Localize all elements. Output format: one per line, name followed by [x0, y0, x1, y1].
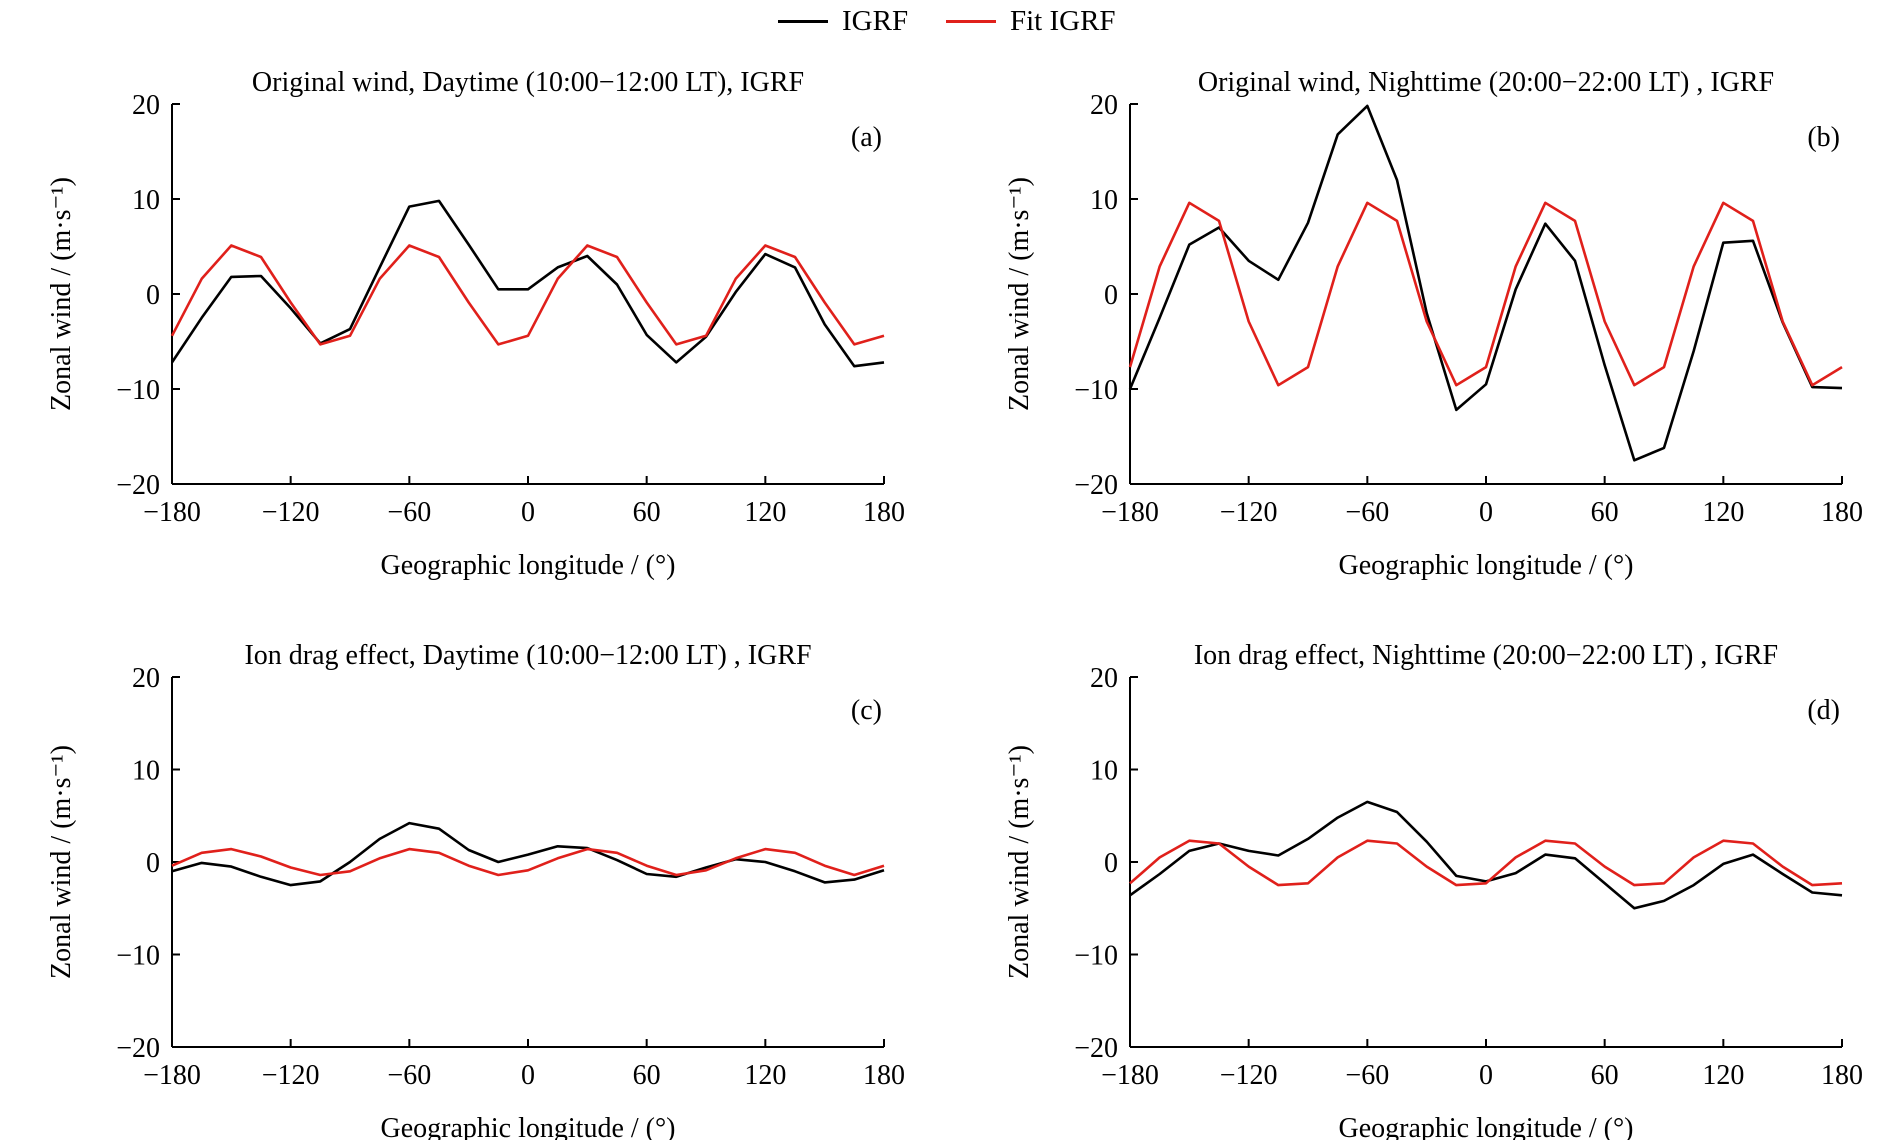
- y-axis-title: Zonal wind / (m·s⁻¹): [46, 745, 77, 979]
- x-tick-label: −60: [387, 1060, 431, 1091]
- series-line-igrf: [171, 821, 885, 887]
- x-tick-label: −60: [387, 497, 431, 528]
- chart-title: Ion drag effect, Nighttime (20:00−22:00 …: [1194, 640, 1778, 671]
- x-tick-label: 60: [633, 497, 661, 528]
- legend-item-fit-igrf: Fit IGRF: [946, 4, 1116, 38]
- legend: IGRF Fit IGRF: [0, 0, 1890, 44]
- x-tick-label: −180: [143, 1060, 201, 1091]
- series-line-igrf: [1129, 800, 1843, 910]
- x-tick-label: −180: [143, 497, 201, 528]
- chart-panel-c: −180 −120 −60 0 60 120 180 20 10 0 −10 −20 Ion drag …: [46, 640, 905, 1140]
- x-tick-label: 60: [1591, 1060, 1619, 1091]
- x-tick-label: −60: [1345, 1060, 1389, 1091]
- series-line-fit-igrf: [1129, 839, 1843, 887]
- y-tick-label: 10: [1090, 756, 1118, 787]
- y-tick-label: 10: [132, 185, 160, 216]
- legend-label-fit-igrf: Fit IGRF: [1010, 4, 1116, 37]
- x-tick-label: 60: [633, 1060, 661, 1091]
- y-tick-label: −20: [1074, 470, 1118, 501]
- x-axis-title: Geographic longitude / (°): [381, 550, 676, 581]
- y-tick-label: −10: [116, 941, 160, 972]
- y-tick-label: 0: [1104, 280, 1118, 311]
- x-tick-label: −120: [1220, 1060, 1278, 1091]
- y-axis-title: Zonal wind / (m·s⁻¹): [46, 177, 77, 411]
- series-line-igrf: [170, 199, 885, 368]
- x-tick-label: 0: [521, 1060, 535, 1091]
- x-tick-label: 120: [744, 497, 786, 528]
- y-axis-title: Zonal wind / (m·s⁻¹): [1004, 177, 1035, 411]
- legend-item-igrf: IGRF: [778, 4, 908, 38]
- x-tick-label: 0: [1479, 1060, 1493, 1091]
- y-tick-label: 0: [1104, 848, 1118, 879]
- y-tick-label: −10: [1074, 375, 1118, 406]
- x-tick-label: −120: [1220, 497, 1278, 528]
- chart-title: Ion drag effect, Daytime (10:00−12:00 LT…: [244, 640, 811, 671]
- y-tick-label: −20: [1074, 1033, 1118, 1064]
- y-tick-label: −20: [116, 1033, 160, 1064]
- x-tick-label: 0: [1479, 497, 1493, 528]
- series-line-fit-igrf: [170, 244, 885, 346]
- legend-swatch-igrf: [778, 19, 828, 23]
- series-line-fit-igrf: [171, 847, 885, 877]
- x-tick-label: 180: [1821, 497, 1863, 528]
- y-tick-label: 20: [1090, 663, 1118, 694]
- x-tick-label: 120: [1702, 1060, 1744, 1091]
- series-line-fit-igrf: [1128, 201, 1843, 387]
- chart-panel-d: −180 −120 −60 0 60 120 180 20 10 0 −10 −20 Ion drag …: [1004, 640, 1863, 1140]
- x-tick-label: 180: [863, 1060, 905, 1091]
- chart-panel-b: −180 −120 −60 0 60 120 180 20 10 0 −10 −20 Original …: [1004, 67, 1863, 581]
- y-tick-label: 0: [146, 848, 160, 879]
- x-tick-label: −120: [262, 1060, 320, 1091]
- y-axis-title: Zonal wind / (m·s⁻¹): [1004, 745, 1035, 979]
- chart-panel-a: −180 −120 −60 0 60 120 180 20 10 0 −10 −20 Original …: [46, 67, 905, 581]
- x-axis-title: Geographic longitude / (°): [1339, 1113, 1634, 1140]
- panel-label: (b): [1807, 122, 1840, 153]
- x-tick-label: 0: [521, 497, 535, 528]
- x-tick-label: −180: [1101, 497, 1159, 528]
- x-axis-title: Geographic longitude / (°): [1339, 550, 1634, 581]
- x-tick-label: −60: [1345, 497, 1389, 528]
- x-tick-label: 180: [863, 497, 905, 528]
- x-tick-label: 120: [744, 1060, 786, 1091]
- x-tick-label: 120: [1702, 497, 1744, 528]
- panel-label: (d): [1807, 695, 1840, 726]
- y-tick-label: 20: [1090, 90, 1118, 121]
- chart-title: Original wind, Daytime (10:00−12:00 LT),…: [252, 67, 804, 98]
- y-tick-label: −20: [116, 470, 160, 501]
- panel-label: (a): [851, 122, 882, 153]
- legend-label-igrf: IGRF: [842, 4, 909, 37]
- y-tick-label: 10: [132, 756, 160, 787]
- series-line-igrf: [1128, 104, 1843, 462]
- legend-swatch-fit-igrf: [946, 19, 996, 23]
- panel-label: (c): [851, 695, 882, 726]
- x-tick-label: 180: [1821, 1060, 1863, 1091]
- y-tick-label: 10: [1090, 185, 1118, 216]
- y-tick-label: 20: [132, 663, 160, 694]
- y-tick-label: 20: [132, 90, 160, 121]
- y-tick-label: 0: [146, 280, 160, 311]
- x-axis-title: Geographic longitude / (°): [381, 1113, 676, 1140]
- y-tick-label: −10: [116, 375, 160, 406]
- x-tick-label: 60: [1591, 497, 1619, 528]
- chart-title: Original wind, Nighttime (20:00−22:00 LT…: [1198, 67, 1774, 98]
- y-tick-label: −10: [1074, 941, 1118, 972]
- x-tick-label: −120: [262, 497, 320, 528]
- x-tick-label: −180: [1101, 1060, 1159, 1091]
